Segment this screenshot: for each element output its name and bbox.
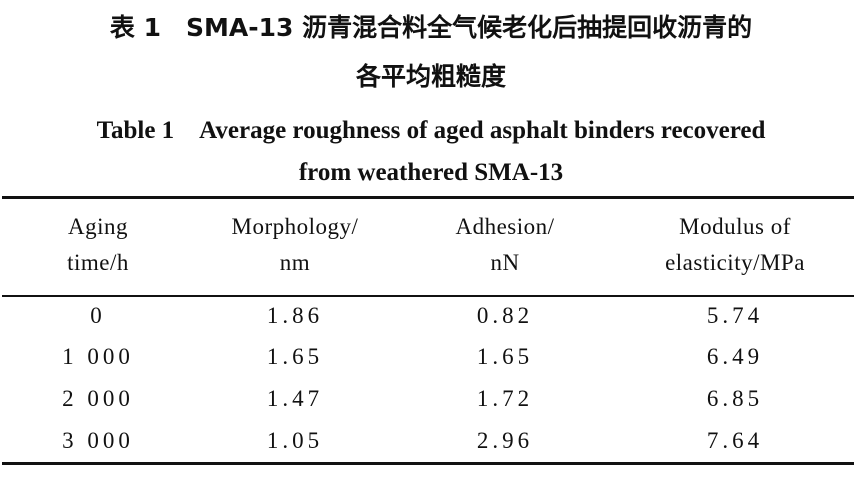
- table-cell: 1 000: [62, 344, 134, 369]
- table-cell: 6.85: [706, 386, 764, 411]
- table-cell: 2 000: [62, 386, 134, 411]
- column-header: Modulus of: [679, 214, 791, 239]
- header-rule: [2, 295, 854, 297]
- table-cell: 5.74: [706, 303, 764, 328]
- table-cell: 1.05: [266, 428, 324, 453]
- table-cell: 1.72: [476, 386, 534, 411]
- column-header: nN: [490, 250, 520, 275]
- table-cell: 2.96: [476, 428, 534, 453]
- table-cell: 7.64: [706, 428, 764, 453]
- caption-zh-line2: 各平均粗糙度: [355, 62, 506, 91]
- caption-zh-line1: 表 1 SMA-13 沥青混合料全气候老化后抽提回收沥青的: [109, 13, 753, 42]
- column-header: elasticity/MPa: [665, 250, 805, 275]
- caption-en-line2: from weathered SMA-13: [298, 159, 564, 186]
- column-header: Aging: [68, 214, 128, 239]
- table-cell: 3 000: [62, 428, 134, 453]
- table-cell: 0.82: [476, 303, 534, 328]
- table-cell: 1.86: [266, 303, 324, 328]
- column-header: Adhesion/: [455, 214, 555, 239]
- table-cell: 1.65: [266, 344, 324, 369]
- column-header: nm: [279, 250, 311, 275]
- caption-en-line1: Table 1 Average roughness of aged asphal…: [96, 117, 766, 144]
- table-cell: 0: [90, 303, 106, 328]
- table-cell: 1.65: [476, 344, 534, 369]
- table-cell: 1.47: [266, 386, 324, 411]
- column-header: Morphology/: [231, 214, 359, 239]
- table-cell: 6.49: [706, 344, 764, 369]
- bottom-rule: [2, 462, 854, 465]
- column-header: time/h: [67, 250, 129, 275]
- top-rule: [2, 196, 854, 199]
